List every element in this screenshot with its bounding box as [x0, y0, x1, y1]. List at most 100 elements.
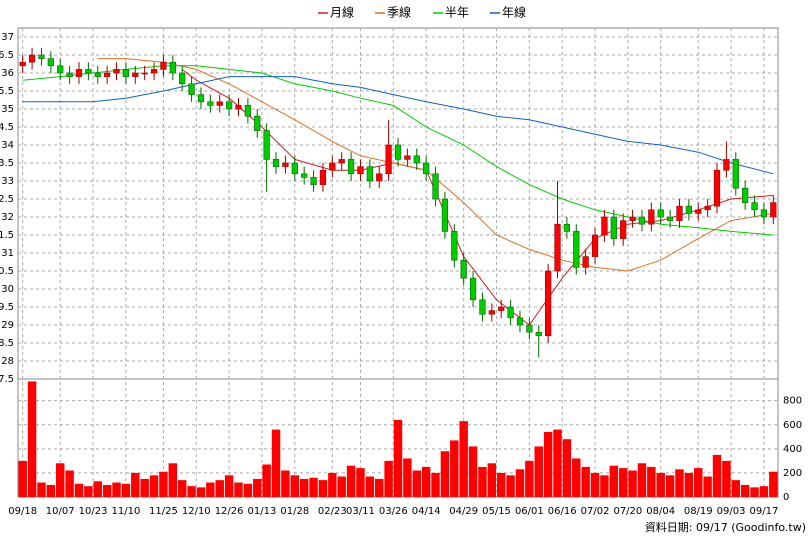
candle-body: [104, 72, 111, 77]
candle-body: [132, 72, 139, 77]
y2-tick-label: 800: [783, 396, 802, 407]
candle-body: [244, 105, 251, 117]
volume-bar: [759, 486, 769, 497]
candle-body: [638, 216, 646, 225]
candle-body: [329, 162, 336, 171]
candle-body: [357, 166, 364, 175]
x-tick-label: 04/14: [412, 506, 441, 517]
legend-label: 半年: [445, 6, 469, 20]
candle-body: [66, 72, 73, 77]
candle-body: [366, 166, 373, 182]
volume-bar: [149, 475, 159, 497]
volume-bar: [562, 439, 572, 497]
candle-body: [207, 101, 214, 106]
volume-bar: [393, 419, 403, 497]
candle-body: [216, 101, 223, 106]
volume-bar: [684, 472, 694, 497]
y-tick-label: 27.5: [0, 374, 14, 385]
volume-bar: [618, 468, 628, 497]
x-tick-label: 09/18: [8, 506, 37, 517]
volume-bar: [694, 468, 703, 497]
candle-body: [282, 162, 289, 167]
candle-body: [770, 202, 777, 218]
volume-bar: [647, 466, 656, 497]
x-tick-label: 05/15: [482, 506, 511, 517]
candle-body: [563, 223, 571, 232]
candle-body: [291, 162, 298, 175]
volume-bar: [365, 476, 375, 497]
x-tick-label: 01/13: [248, 506, 277, 517]
candle-body: [507, 306, 514, 319]
x-tick-label: 08/19: [684, 506, 713, 517]
candle-body: [441, 198, 449, 232]
volume-bar: [656, 472, 665, 497]
candle-body: [704, 205, 711, 211]
candle-body: [713, 169, 721, 207]
candle-body: [263, 130, 270, 160]
x-tick-label: 01/28: [280, 506, 309, 517]
candle-body: [573, 231, 580, 268]
volume-bar: [581, 466, 590, 497]
volume-bar: [309, 477, 318, 497]
y-tick-label: 31.5: [0, 230, 14, 241]
candle-body: [160, 61, 167, 70]
candle-body: [169, 61, 176, 74]
x-tick-label: 03/11: [346, 506, 375, 517]
candle-body: [526, 324, 533, 333]
candle-body: [685, 205, 692, 214]
volume-bar: [478, 466, 487, 497]
volume-bar: [328, 472, 337, 497]
candle-body: [591, 234, 599, 257]
volume-bar: [337, 476, 346, 497]
y-tick-label: 35: [1, 104, 14, 115]
legend-label: 月線: [330, 5, 354, 20]
candle-body: [394, 144, 402, 160]
x-tick-label: 03/26: [379, 506, 408, 517]
y2-tick-label: 200: [783, 468, 802, 479]
candle-body: [648, 209, 655, 225]
x-tick-label: 04/29: [449, 506, 478, 517]
y-tick-label: 35.5: [0, 86, 14, 97]
volume-bar: [665, 475, 675, 497]
y-tick-label: 32: [1, 212, 14, 223]
volume-bar: [206, 482, 215, 497]
candle-body: [732, 159, 739, 189]
candle-body: [301, 173, 308, 178]
volume-bar: [731, 480, 740, 497]
volume-bar: [140, 478, 149, 497]
candle-body: [723, 159, 730, 171]
volume-bar: [37, 482, 46, 497]
volume-bar: [290, 475, 300, 497]
candle-body: [760, 209, 768, 218]
candle-body: [666, 216, 674, 221]
footer: 資料日期: 09/17 (Goodinfo.tw): [645, 520, 806, 534]
candle-body: [38, 54, 45, 59]
volume-bar: [224, 475, 234, 497]
candle-body: [676, 205, 683, 221]
candle-body: [150, 69, 158, 74]
candle-body: [432, 173, 439, 200]
volume-bar: [243, 483, 253, 497]
candle-body: [338, 159, 345, 164]
volume-bar: [543, 431, 553, 497]
y-tick-label: 32.5: [0, 194, 14, 205]
y-tick-label: 28: [1, 356, 14, 367]
y-tick-label: 34: [1, 140, 14, 151]
candle-body: [451, 231, 458, 261]
volume-bar: [506, 475, 515, 497]
y-tick-label: 29.5: [0, 302, 14, 313]
y-tick-label: 30: [1, 284, 14, 295]
x-tick-label: 10/23: [79, 506, 108, 517]
candle-body: [122, 69, 130, 77]
volume-bar: [459, 421, 468, 497]
volume-bar: [440, 451, 450, 497]
volume-bar: [609, 465, 619, 497]
candle-body: [620, 220, 627, 239]
candle-body: [629, 216, 636, 221]
volume-bar: [271, 429, 281, 497]
candle-body: [188, 83, 195, 95]
x-tick-label: 11/25: [149, 506, 178, 517]
moving-average-line: [22, 76, 774, 175]
